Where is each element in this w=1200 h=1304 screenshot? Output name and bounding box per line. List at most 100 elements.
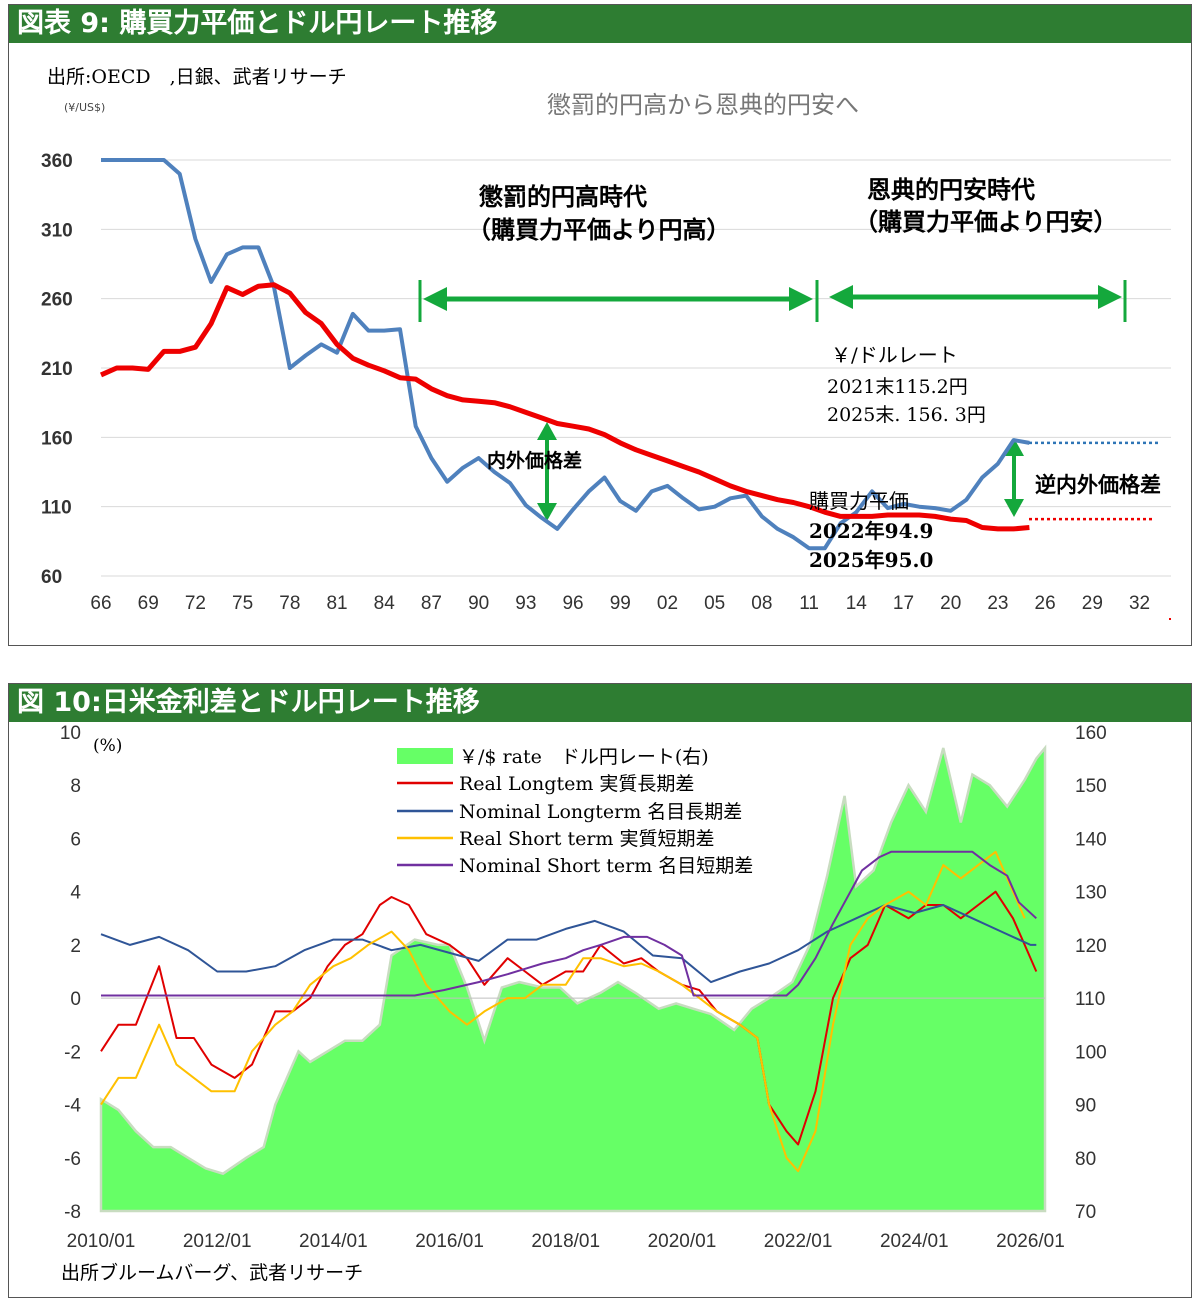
legend-swatch-fx (397, 748, 453, 764)
era2-label-1: 恩典的円安時代 (867, 176, 1035, 204)
ppp-chart-panel: 図表 9: 購買力平価とドル円レート推移 60 110 160 210 260 310 36… (8, 4, 1192, 646)
fx-rate-area (99, 744, 1047, 1213)
x-tick-label: 96 (562, 593, 583, 614)
ppp-note-2: 2022年94.9 (809, 519, 933, 543)
nominal-longterm-line (100, 904, 1037, 984)
x-tick-label: 72 (185, 593, 206, 614)
chart-header: 図表 9: 購買力平価とドル円レート推移 (9, 5, 1191, 43)
y-left-tick-label: 8 (70, 776, 81, 797)
rate-note-1: ￥/ドルレート (831, 343, 958, 367)
reverse-gap-arrow (1004, 438, 1024, 517)
arrow-head (789, 287, 813, 311)
x-tick-label: 84 (374, 593, 396, 614)
y-tick-label: 260 (41, 290, 73, 311)
x-tick-label: 17 (893, 593, 914, 614)
y-right-tick-label: 110 (1075, 989, 1105, 1010)
y-right-tick-label: 120 (1075, 936, 1107, 957)
x-tick-label: 2014/01 (299, 1231, 368, 1252)
era2-arrow (829, 285, 1122, 309)
reverse-gap-label: 逆内外価格差 (1035, 473, 1161, 497)
x-tick-label: 23 (987, 593, 1008, 614)
y-tick-label: 160 (41, 428, 73, 449)
y-right-tick-label: 140 (1075, 829, 1107, 850)
era1-label-2: （購買力平価より円高） (467, 216, 731, 244)
arrow-head (423, 287, 447, 311)
y-right-tick-label: 80 (1075, 1149, 1096, 1170)
legend-fx: ￥/$ rate ドル円レート(右) (459, 746, 709, 768)
y-left-tick-label: 4 (70, 883, 81, 904)
y-unit-label: (%) (93, 736, 122, 756)
ppp-note-1: 購買力平価 (809, 489, 909, 513)
y-left-tick-label: 2 (70, 936, 81, 957)
arrow-head (1098, 285, 1122, 309)
x-tick-label: 32 (1129, 593, 1150, 614)
x-tick-label: 78 (279, 593, 300, 614)
rate-note-3: 2025末. 156. 3円 (827, 404, 986, 426)
y-tick-label: 110 (41, 498, 72, 519)
y-right-tick-label: 100 (1075, 1042, 1107, 1063)
x-tick-label: 99 (610, 593, 631, 614)
arrow-head (829, 285, 853, 309)
ppp-chart-svg: 60 110 160 210 260 310 360 66 69 72 75 78 81 84 87 90 9… (41, 66, 1171, 620)
x-tick-label: 20 (940, 593, 961, 614)
legend-nominal-short: Nominal Short term 名目短期差 (459, 855, 753, 877)
y-left-tick-label: 0 (70, 989, 81, 1010)
y-left-tick-label: 6 (70, 829, 81, 850)
y-tick-label: 210 (41, 359, 73, 380)
gap-label: 内外価格差 (487, 449, 582, 472)
arrow-head (1004, 438, 1024, 456)
x-tick-label: 2026/01 (996, 1231, 1065, 1252)
ppp-note-3: 2025年95.0 (809, 548, 933, 572)
y-left-tick-label: -2 (64, 1042, 81, 1063)
y-right-tick-label: 160 (1075, 723, 1107, 744)
x-tick-label: 2022/01 (764, 1231, 833, 1252)
x-tick-label: 02 (657, 593, 678, 614)
gap-arrow (537, 422, 557, 521)
legend-nominal-long: Nominal Longterm 名目長期差 (459, 801, 742, 823)
x-tick-label: 93 (515, 593, 536, 614)
arrow-head (1004, 499, 1024, 517)
x-tick-label: 26 (1035, 593, 1056, 614)
x-tick-label: 14 (846, 593, 868, 614)
real-longterm-line (100, 890, 1038, 1146)
x-tick-label: 08 (751, 593, 772, 614)
y-left-tick-label: -4 (64, 1096, 81, 1117)
x-tick-label: 2020/01 (648, 1231, 717, 1252)
y-left-tick-label: -8 (64, 1202, 81, 1223)
source-label: 出所ブルームバーグ、武者リサーチ (61, 1261, 363, 1284)
legend-real-short: Real Short term 実質短期差 (459, 828, 714, 850)
x-tick-label: 87 (421, 593, 442, 614)
rate-differential-chart-svg: -8 -6 -4 -2 0 2 4 6 8 10 70 80 90 100 110 120 130 140 150… (60, 723, 1107, 1284)
arrow-head (537, 503, 557, 521)
rate-note-2: 2021末115.2円 (827, 376, 968, 398)
chart-header: 図 10:日米金利差とドル円レート推移 (9, 684, 1191, 722)
x-tick-label: 2016/01 (415, 1231, 484, 1252)
nominal-shortterm-line (101, 850, 1037, 997)
legend: ￥/$ rate ドル円レート(右) Real Longtem 実質長期差 No… (397, 746, 753, 877)
y-tick-label: 360 (41, 151, 73, 172)
x-tick-label: 2018/01 (531, 1231, 600, 1252)
arrow-head (537, 422, 557, 440)
y-right-tick-label: 150 (1075, 776, 1107, 797)
x-tick-label: 69 (138, 593, 159, 614)
y-tick-label: 60 (41, 567, 62, 588)
y-right-tick-label: 70 (1075, 1202, 1096, 1223)
source-label: 出所:OECD ,日銀、武者リサーチ (47, 66, 347, 88)
x-tick-label: 2012/01 (183, 1231, 252, 1252)
fx-rate-line (101, 158, 1030, 551)
x-tick-label: 81 (326, 593, 347, 614)
legend-real-long: Real Longtem 実質長期差 (459, 773, 694, 795)
x-tick-label: 75 (232, 593, 253, 614)
x-tick-label: 2024/01 (880, 1231, 949, 1252)
x-tick-label: 90 (468, 593, 489, 614)
era1-arrow (423, 287, 813, 311)
chart-subtitle: 懲罰的円高から恩典的円安へ (547, 91, 859, 119)
y-right-tick-label: 130 (1075, 883, 1107, 904)
y-left-tick-label: 10 (60, 723, 81, 744)
y-unit-label: (¥/US$) (64, 101, 105, 114)
x-tick-label: 66 (90, 593, 111, 614)
x-tick-label: 05 (704, 593, 725, 614)
era1-label-1: 懲罰的円高時代 (479, 183, 647, 211)
x-tick-label: 29 (1082, 593, 1103, 614)
rate-differential-chart-panel: 図 10:日米金利差とドル円レート推移 -8 -6 -4 -2 0 2 4 6 8 10 70 80… (8, 683, 1192, 1298)
